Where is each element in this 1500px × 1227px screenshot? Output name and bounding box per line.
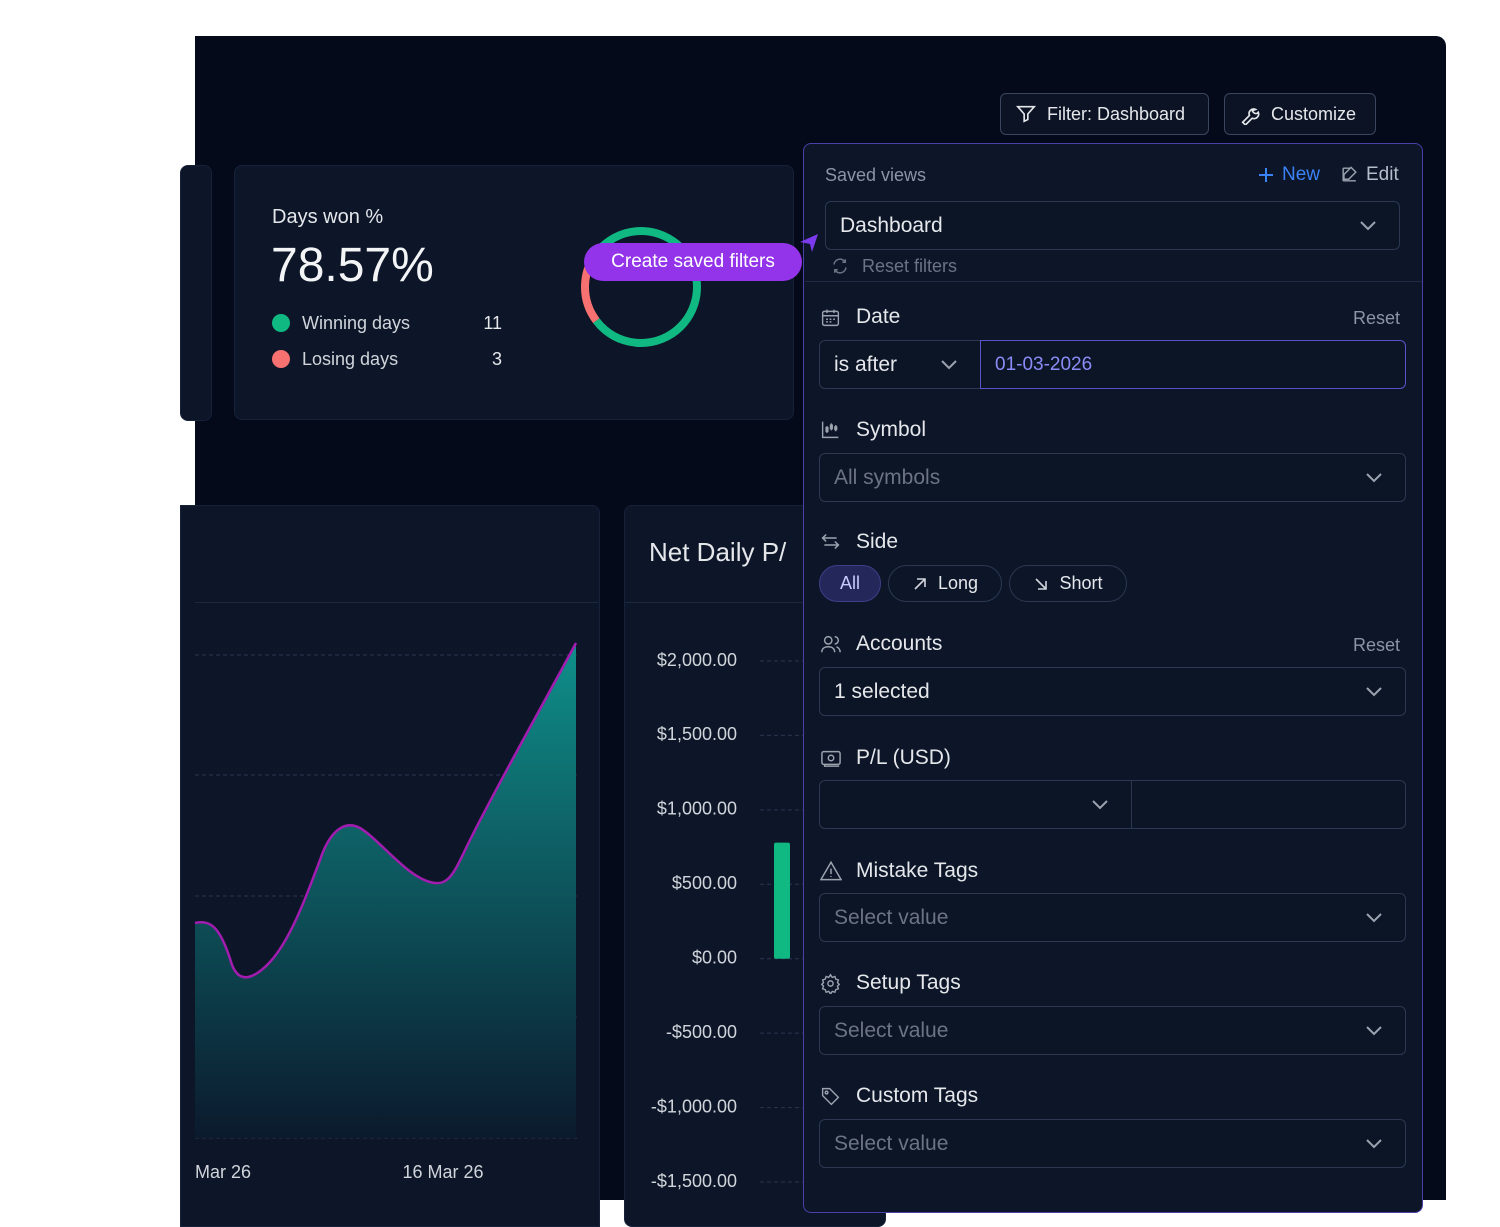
legend-count: 3 (491, 349, 502, 369)
y-tick-label: $1,500.00 (657, 724, 737, 744)
select-value: Dashboard (840, 214, 943, 237)
y-tick-label: -$500.00 (666, 1022, 737, 1042)
section-label: Custom Tags (856, 1084, 979, 1107)
chevron (941, 360, 957, 370)
legend-label: Losing days (302, 349, 399, 369)
accounts-select[interactable]: 1 selected (819, 667, 1406, 716)
option-label: All (839, 573, 860, 593)
tooltip-pointer (800, 234, 818, 252)
chevron (1092, 800, 1108, 810)
reset-icon (833, 258, 847, 274)
option-label: Short (1059, 573, 1103, 593)
tooltip: Create saved filters (584, 243, 802, 281)
x-tick-label: Mar 26 (195, 1162, 251, 1182)
chevron (1366, 687, 1382, 697)
tag-icon (821, 1087, 840, 1106)
legend-count: 11 (483, 313, 502, 333)
chart-title: Net Daily P/ (649, 537, 787, 567)
card-value: 78.57% (271, 239, 434, 292)
custom-tags-select[interactable]: Select value (819, 1119, 1406, 1168)
warning-icon (820, 860, 842, 881)
card-divider (195, 602, 598, 603)
section-label: Symbol (856, 418, 927, 441)
placeholder: Select value (834, 906, 949, 929)
symbol-select[interactable]: All symbols (819, 453, 1406, 502)
symbol-icon (821, 421, 839, 439)
area-line (194, 642, 578, 979)
gear-icon (820, 973, 841, 994)
select-value: 1 selected (834, 680, 930, 703)
placeholder: Select value (834, 1132, 949, 1155)
legend-dot (272, 314, 290, 332)
arrow-up-right-icon (914, 577, 926, 590)
chevron (1366, 473, 1382, 483)
side-option[interactable]: Short (1009, 565, 1127, 602)
setup-tags-select[interactable]: Select value (819, 1006, 1406, 1055)
y-tick-label: -$1,000.00 (651, 1096, 737, 1116)
y-tick-label: $1,000.00 (657, 799, 737, 819)
pl-input[interactable] (1131, 780, 1406, 829)
wrench-icon (1241, 108, 1260, 125)
plus-icon (1259, 168, 1273, 182)
filter-button[interactable]: Filter: Dashboard (1000, 93, 1209, 135)
chevron (1366, 1026, 1382, 1036)
customize-button-label: Customize (1271, 103, 1357, 124)
money-icon (821, 750, 841, 767)
legend-label: Winning days (302, 313, 411, 333)
date-operator-select[interactable]: is after (819, 340, 981, 389)
section-label: Setup Tags (856, 971, 961, 994)
section-label: Side (856, 530, 899, 553)
charts-layer: Mar 26 16 Mar 26 Net Daily P/ $2,000.00$… (194, 227, 805, 1191)
arrow-down-right-icon (1035, 577, 1048, 590)
section-label: Accounts (856, 632, 943, 655)
card-title: Days won % (272, 206, 384, 228)
section-label: Saved views (825, 165, 927, 185)
chevron (1366, 1139, 1382, 1149)
mistake-tags-select[interactable]: Select value (819, 893, 1406, 942)
y-tick-label: -$1,500.00 (651, 1171, 737, 1191)
new-view-button[interactable]: New (1282, 164, 1321, 185)
date-input[interactable]: 01-03-2026 (980, 340, 1406, 389)
partial-card (180, 165, 212, 421)
edit-icon (1342, 166, 1357, 182)
side-option-active[interactable]: All (819, 565, 881, 602)
section-label: Mistake Tags (856, 859, 979, 882)
customize-button[interactable]: Customize (1224, 93, 1376, 135)
edit-view-button[interactable]: Edit (1366, 164, 1399, 185)
pl-operator-select[interactable] (819, 780, 1132, 829)
users-icon (821, 635, 841, 653)
legend-dot (272, 350, 290, 368)
option-label: Long (937, 573, 979, 593)
reset-filters-button[interactable]: Reset filters (862, 256, 958, 276)
swap-icon (821, 533, 840, 550)
input-value: 01-03-2026 (995, 354, 1093, 375)
placeholder: All symbols (834, 466, 941, 489)
card-divider (625, 602, 805, 603)
donut (581, 227, 701, 347)
reset-button[interactable]: Reset (1352, 308, 1400, 328)
y-tick-label: $500.00 (672, 873, 737, 893)
placeholder: Select value (834, 1019, 949, 1042)
select-value: is after (834, 353, 898, 376)
screen: Filter: Dashboard Customize Mar 26 16 Ma… (180, 36, 1446, 1227)
bar (774, 842, 790, 959)
filter-button-label: Filter: Dashboard (1047, 103, 1186, 124)
section-label: Date (856, 305, 901, 328)
saved-view-select[interactable]: Dashboard (825, 201, 1400, 250)
x-tick-label: 16 Mar 26 (402, 1162, 483, 1182)
area-fill (195, 643, 576, 1138)
section-label: P/L (USD) (856, 746, 951, 769)
filter-icon (1015, 105, 1037, 123)
chevron (1366, 913, 1382, 923)
y-tick-label: $2,000.00 (657, 650, 737, 670)
calendar-icon (821, 309, 840, 327)
page: Dashboard filters { "toolbar": {"filter_… (180, 36, 1446, 1227)
reset-button[interactable]: Reset (1352, 635, 1400, 655)
side-option[interactable]: Long (888, 565, 1002, 602)
chevron (1360, 221, 1376, 231)
y-tick-label: $0.00 (692, 947, 737, 967)
panel-divider (805, 281, 1422, 282)
net-daily-plot: $2,000.00 $1,500.00 $1,000.00 $500.00 $0.00 -… (651, 650, 805, 1191)
